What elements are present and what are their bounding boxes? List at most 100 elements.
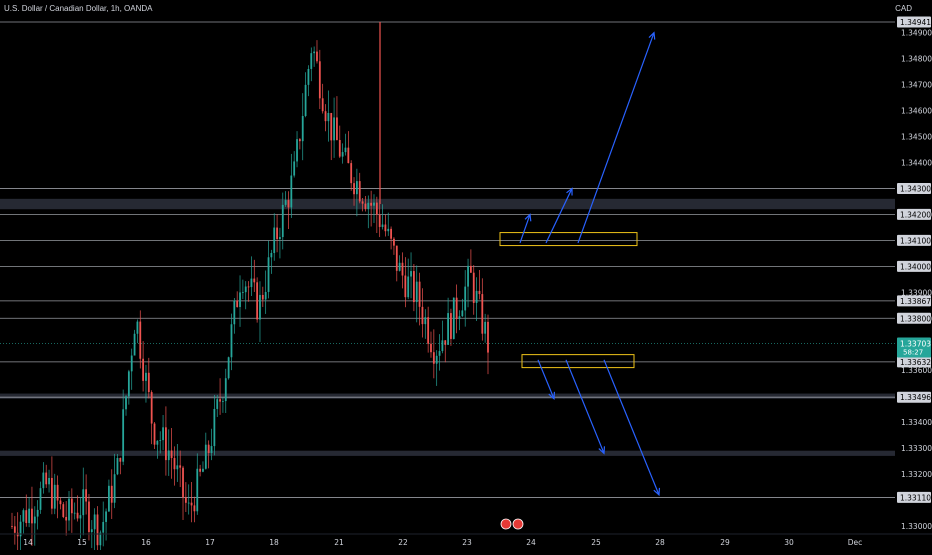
candle-body	[401, 262, 404, 276]
candle-body	[338, 140, 341, 157]
price-tick-label: 1.34700	[901, 81, 932, 90]
price-tick-label: 1.34800	[901, 55, 932, 64]
candle-body	[19, 521, 22, 537]
candle-body	[239, 292, 241, 308]
candle-body	[381, 224, 384, 227]
candle-body	[424, 317, 427, 325]
candle-body	[370, 202, 373, 206]
arrowhead-icon	[548, 391, 556, 401]
time-tick-label: 14	[23, 538, 33, 547]
arrowhead-icon	[566, 187, 573, 196]
time-tick-label: 17	[205, 538, 215, 547]
candle-body	[444, 340, 447, 345]
candle-body	[213, 408, 216, 447]
candle-body	[304, 84, 307, 117]
candle-body	[241, 292, 244, 293]
candle-body	[176, 465, 179, 470]
candle-body	[367, 202, 370, 210]
candle-body	[298, 139, 301, 142]
candle-body	[210, 446, 213, 453]
candle-body	[467, 265, 469, 287]
candle-body	[284, 200, 287, 205]
candle-body	[290, 175, 293, 208]
price-tick-label: 1.33000	[901, 522, 932, 531]
zone-band	[0, 393, 895, 399]
candle-body	[227, 357, 230, 379]
candle-body	[119, 457, 122, 462]
candle-body	[344, 147, 347, 153]
time-axis: 14 15 16 17 18 21 22 23 24 25 28 29 30 Dec	[0, 533, 932, 547]
last-price-badge	[897, 337, 931, 358]
candle-body	[318, 61, 321, 99]
candle-body	[387, 228, 390, 232]
projection-arrow-down	[565, 359, 605, 454]
projection-arrow-up	[519, 214, 531, 244]
candle-body	[162, 427, 164, 441]
price-tick-label: 1.34900	[901, 29, 932, 38]
candle-body	[458, 316, 461, 320]
time-tick-label: 30	[784, 538, 794, 547]
price-tick-label: 1.33400	[901, 418, 932, 427]
candle-body	[182, 467, 184, 498]
candle-body	[31, 508, 33, 524]
candle-body	[110, 485, 113, 503]
candle-body	[418, 281, 421, 307]
price-level-badge	[897, 208, 931, 220]
price-level-badge	[897, 295, 931, 307]
time-tick-label: 23	[462, 538, 472, 547]
candle-body	[76, 512, 79, 519]
candle-body	[398, 262, 401, 271]
countdown-label: 58:27	[903, 348, 923, 356]
price-tick-label: 1.34500	[901, 133, 932, 142]
candle-body	[42, 472, 45, 489]
arrowhead-icon	[524, 213, 532, 222]
candle-body	[207, 444, 210, 453]
candle-body	[484, 321, 487, 334]
candle-body	[39, 488, 42, 510]
candle-body	[90, 529, 93, 533]
candle-body	[475, 290, 478, 303]
time-tick-label: 15	[77, 538, 87, 547]
candle-body	[327, 112, 330, 122]
candle-body	[139, 321, 142, 359]
candle-body	[384, 224, 387, 232]
candle-body	[270, 252, 273, 258]
candle-body	[450, 313, 452, 339]
candle-body	[378, 214, 381, 227]
candle-body	[438, 351, 441, 356]
time-tick-label: 25	[591, 538, 601, 547]
candle-body	[350, 163, 353, 184]
candle-body	[404, 275, 407, 298]
candle-body	[142, 358, 145, 381]
arrowhead-icon	[653, 487, 661, 497]
candle-body	[293, 161, 296, 176]
price-tick-label: 1.33300	[901, 444, 932, 453]
candle-body	[358, 181, 361, 202]
candle-body	[187, 502, 190, 504]
candle-body	[316, 51, 318, 62]
price-level-badge	[897, 234, 931, 246]
candle-body	[247, 286, 250, 288]
candle-body	[236, 300, 239, 308]
candle-body	[28, 508, 31, 524]
candle-body	[219, 399, 221, 402]
candle-body	[156, 440, 159, 445]
price-level-label: 1.33632	[900, 358, 931, 367]
arrowhead-icon	[598, 446, 606, 455]
horizontal-levels	[0, 21, 895, 498]
candle-body	[324, 111, 327, 122]
candle-body	[184, 497, 187, 503]
candle-body	[133, 333, 136, 356]
candle-body	[167, 450, 170, 461]
candle-body	[373, 202, 375, 206]
candle-body	[16, 532, 19, 537]
projection-arrow-down	[603, 359, 660, 496]
candle-body	[407, 276, 410, 298]
candle-body	[307, 68, 310, 85]
candle-body	[222, 401, 224, 402]
price-level-label: 1.34100	[900, 236, 931, 245]
candle-body	[472, 272, 475, 303]
candle-body	[165, 427, 167, 461]
